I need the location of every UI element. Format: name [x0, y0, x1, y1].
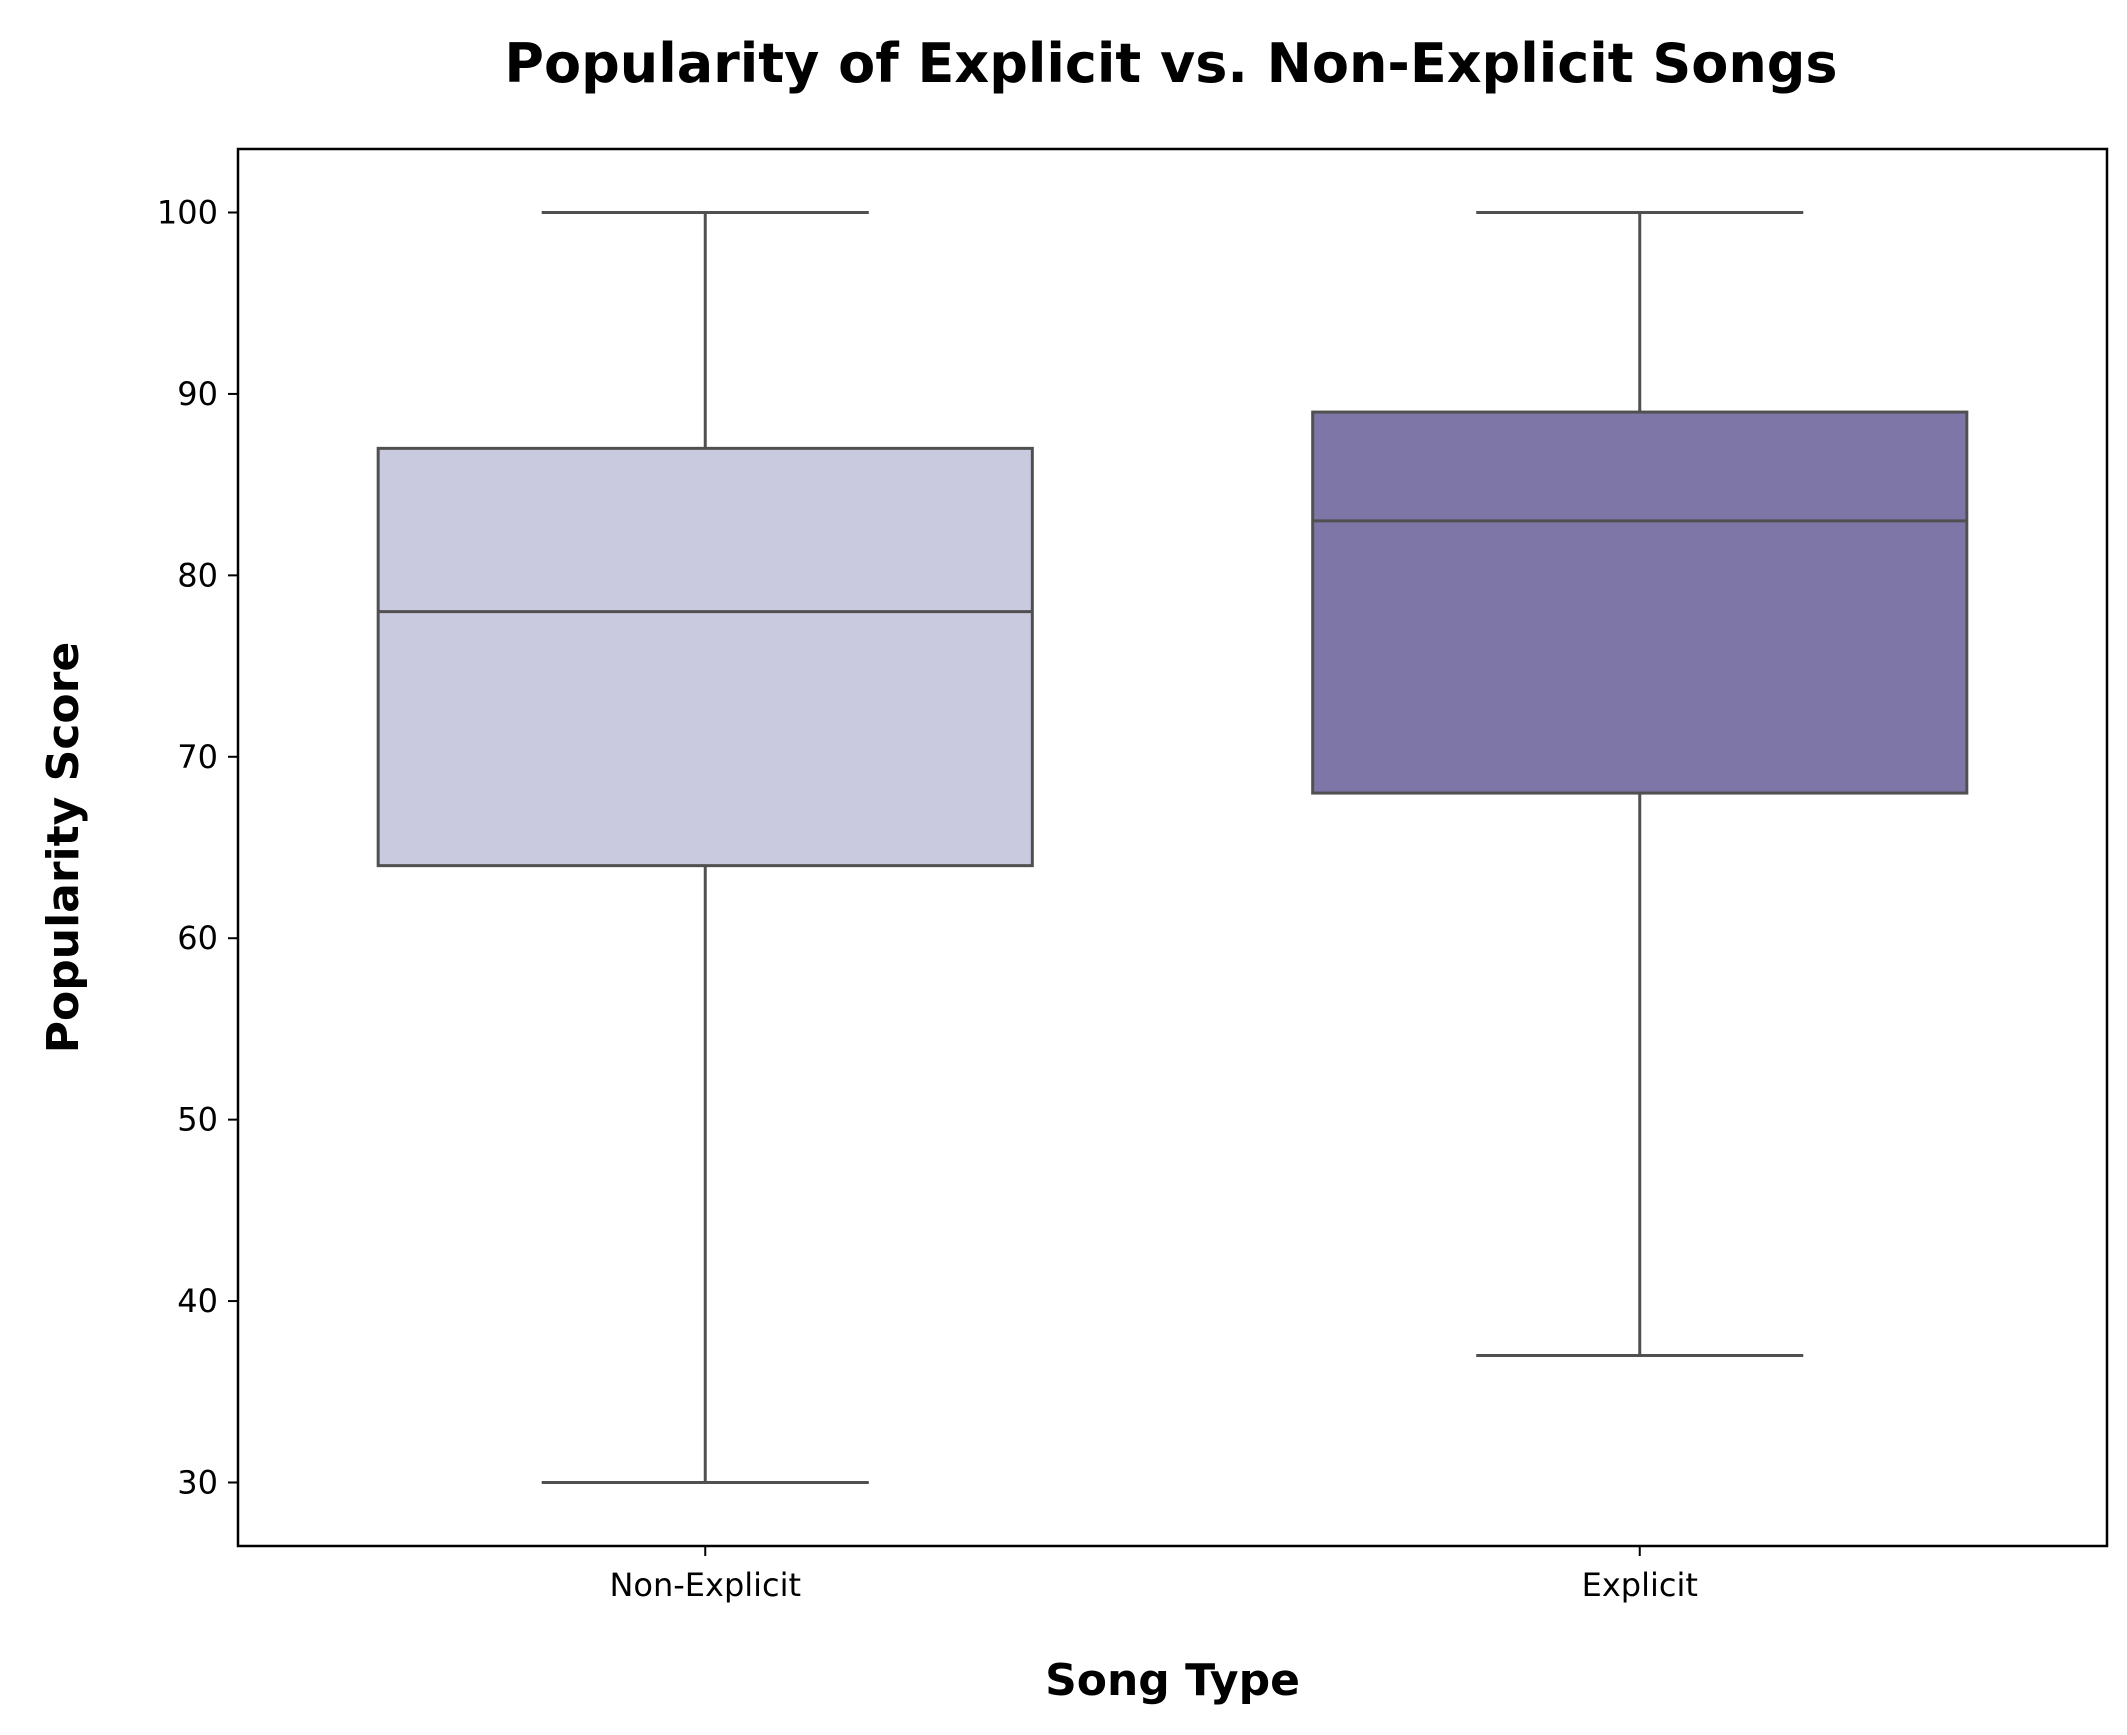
y-tick-label: 50 [177, 1101, 218, 1139]
plot-frame [236, 147, 2109, 1548]
y-tick-label: 90 [177, 375, 218, 413]
iqr-box [1311, 410, 1969, 795]
y-tick-label: 40 [177, 1282, 218, 1320]
plot-area [376, 211, 1969, 1484]
y-tick-label: 60 [177, 919, 218, 957]
chart-title: Popularity of Explicit vs. Non-Explicit … [504, 32, 1837, 95]
iqr-box [376, 446, 1034, 868]
y-axis-title: Popularity Score [38, 642, 89, 1053]
x-tick-label: Explicit [1582, 1566, 1698, 1604]
y-tick-label: 80 [177, 556, 218, 594]
y-tick-label: 100 [157, 194, 218, 232]
y-tick-label: 30 [177, 1464, 218, 1502]
y-tick-label: 70 [177, 738, 218, 776]
box-non-explicit [376, 211, 1034, 1484]
x-axis-title: Song Type [1045, 1655, 1300, 1706]
box-explicit [1311, 211, 1969, 1357]
x-tick-label: Non-Explicit [609, 1566, 801, 1604]
